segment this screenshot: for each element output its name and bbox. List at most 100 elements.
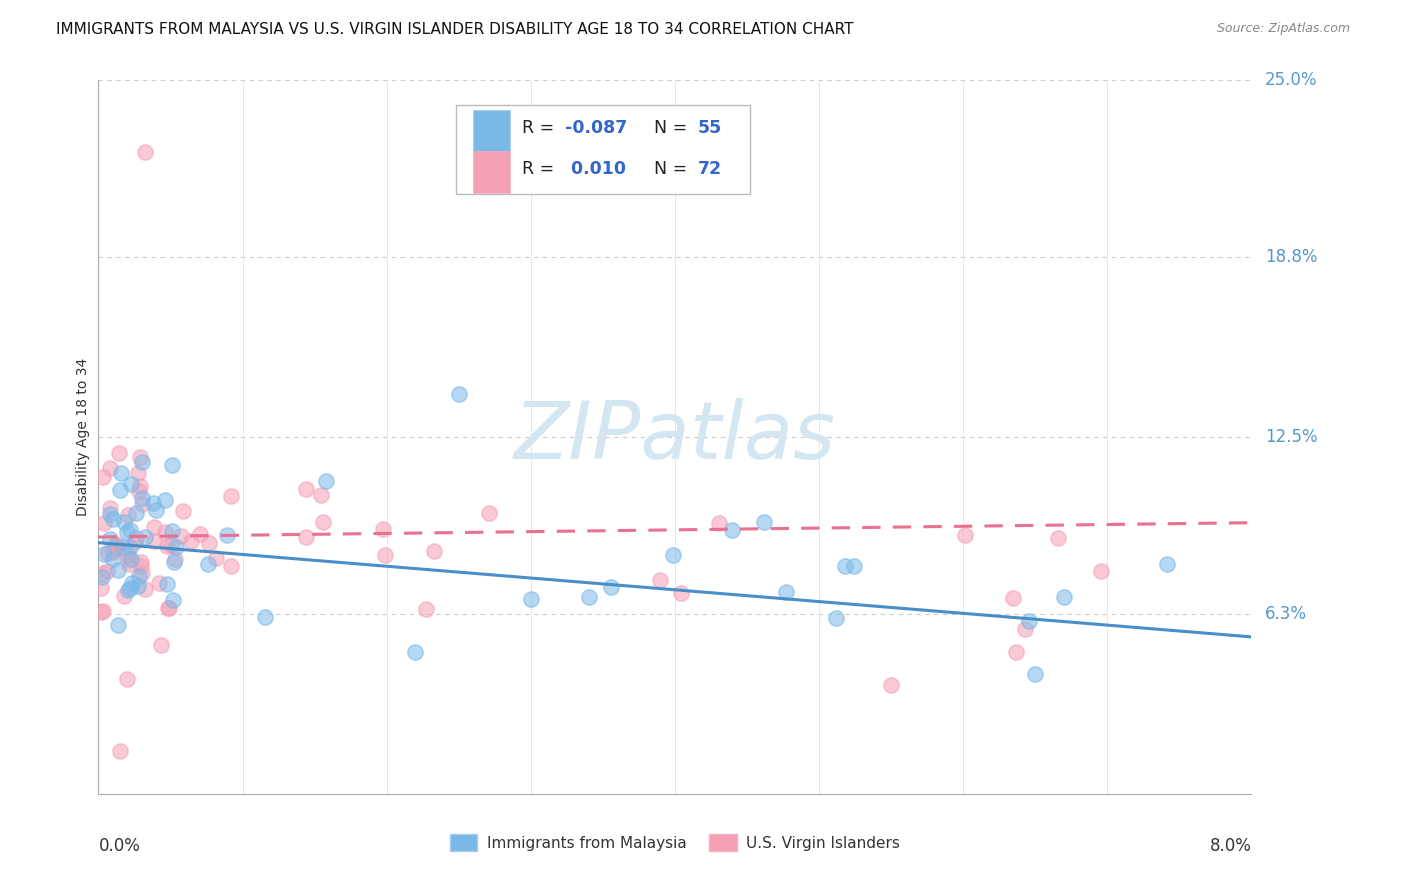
Point — [112, 515, 135, 529]
Point — [107, 617, 129, 632]
Point — [148, 575, 170, 590]
Point — [129, 479, 152, 493]
Point — [294, 482, 316, 496]
Point — [478, 506, 501, 520]
Point — [97, 546, 120, 560]
Point — [520, 591, 543, 606]
Point — [315, 474, 337, 488]
Point — [295, 530, 318, 544]
Point — [103, 545, 125, 559]
Point — [825, 611, 848, 625]
Point — [134, 582, 156, 596]
Point — [131, 566, 153, 580]
Point — [775, 584, 797, 599]
Point — [880, 678, 903, 692]
Point — [162, 592, 184, 607]
Point — [104, 537, 127, 551]
Point — [105, 540, 128, 554]
Point — [128, 569, 150, 583]
Point — [127, 466, 149, 480]
Point — [96, 564, 118, 578]
Point — [157, 600, 180, 615]
Point — [415, 602, 437, 616]
Point — [131, 498, 153, 512]
Text: N =: N = — [643, 160, 692, 178]
Point — [115, 525, 138, 540]
Point — [111, 540, 134, 554]
Point — [1046, 531, 1069, 545]
Point — [197, 558, 219, 572]
Point — [648, 573, 671, 587]
Point — [142, 496, 165, 510]
Point — [1156, 558, 1178, 572]
Point — [721, 523, 744, 537]
Text: Source: ZipAtlas.com: Source: ZipAtlas.com — [1216, 22, 1350, 36]
Point — [128, 484, 150, 499]
Point — [117, 557, 139, 571]
Point — [134, 530, 156, 544]
Point — [374, 548, 396, 562]
Text: 0.010: 0.010 — [565, 160, 626, 178]
Point — [110, 466, 132, 480]
Text: 8.0%: 8.0% — [1209, 837, 1251, 855]
Point — [91, 566, 114, 580]
Point — [953, 528, 976, 542]
Point — [671, 586, 693, 600]
Point — [309, 488, 332, 502]
Point — [219, 490, 242, 504]
Point — [162, 524, 184, 538]
Point — [120, 581, 142, 595]
Text: ZIPatlas: ZIPatlas — [513, 398, 837, 476]
Point — [98, 533, 121, 547]
Point — [112, 589, 135, 603]
Point — [120, 552, 142, 566]
Point — [1005, 645, 1028, 659]
Point — [842, 559, 865, 574]
Point — [108, 446, 131, 460]
Point — [447, 387, 470, 401]
Point — [90, 581, 112, 595]
Text: N =: N = — [643, 119, 692, 137]
Point — [103, 512, 125, 526]
FancyBboxPatch shape — [456, 105, 749, 194]
Text: 0.0%: 0.0% — [98, 837, 141, 855]
Point — [153, 493, 176, 508]
Point — [90, 605, 112, 619]
Point — [91, 470, 114, 484]
Text: 18.8%: 18.8% — [1265, 248, 1317, 266]
Point — [709, 516, 731, 531]
Point — [93, 516, 115, 531]
Point — [129, 559, 152, 574]
Point — [160, 458, 183, 472]
Point — [217, 528, 239, 542]
Point — [600, 581, 623, 595]
Point — [117, 508, 139, 522]
Text: 6.3%: 6.3% — [1265, 605, 1308, 623]
Point — [103, 552, 125, 566]
Text: IMMIGRANTS FROM MALAYSIA VS U.S. VIRGIN ISLANDER DISABILITY AGE 18 TO 34 CORRELA: IMMIGRANTS FROM MALAYSIA VS U.S. VIRGIN … — [56, 22, 853, 37]
Point — [105, 541, 128, 556]
Point — [1090, 564, 1112, 578]
Point — [153, 525, 176, 540]
Text: R =: R = — [522, 160, 560, 178]
Point — [98, 501, 121, 516]
Point — [1053, 590, 1076, 604]
Point — [404, 645, 426, 659]
Point — [134, 145, 156, 159]
Point — [170, 529, 193, 543]
Point — [180, 534, 202, 549]
Point — [127, 579, 149, 593]
Point — [131, 491, 153, 506]
Point — [93, 547, 115, 561]
Point — [124, 531, 146, 545]
Point — [120, 540, 142, 554]
Point — [156, 577, 179, 591]
Text: 72: 72 — [697, 160, 723, 178]
Point — [752, 515, 775, 529]
Point — [131, 554, 153, 568]
Point — [149, 638, 172, 652]
Point — [108, 744, 131, 758]
Point — [117, 548, 139, 562]
Text: -0.087: -0.087 — [565, 119, 627, 137]
Point — [204, 551, 226, 566]
